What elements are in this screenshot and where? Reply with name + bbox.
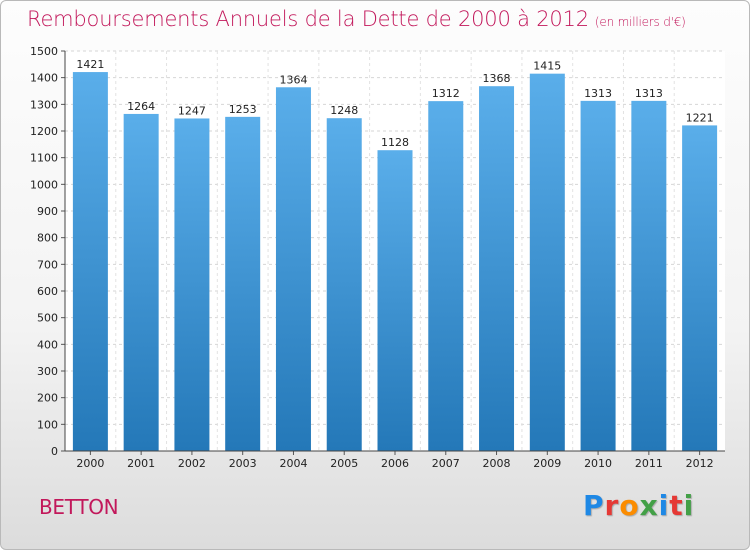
value-label-2011: 1313 (635, 87, 663, 100)
y-tick-label: 1100 (30, 152, 58, 165)
x-tick-label-2000: 2000 (76, 457, 104, 470)
x-tick-label-2002: 2002 (178, 457, 206, 470)
value-label-2007: 1312 (432, 87, 460, 100)
value-label-2003: 1253 (229, 103, 257, 116)
y-tick-label: 900 (37, 205, 58, 218)
x-tick-label-2001: 2001 (127, 457, 155, 470)
value-label-2009: 1415 (533, 60, 561, 73)
unit-label: (en milliers d'€) (594, 15, 686, 29)
bar-2012[interactable] (682, 125, 718, 452)
value-label-2002: 1247 (178, 104, 206, 117)
value-label-2006: 1128 (381, 136, 409, 149)
y-tick-label: 1500 (30, 45, 58, 58)
logo-letter: r (604, 489, 620, 522)
logo-letter: t (669, 489, 684, 522)
value-label-2012: 1221 (686, 111, 714, 124)
value-label-2001: 1264 (127, 100, 155, 113)
bar-2010[interactable] (580, 100, 616, 451)
bar-2009[interactable] (529, 73, 565, 452)
x-tick-label-2007: 2007 (432, 457, 460, 470)
y-tick-label: 500 (37, 312, 58, 325)
x-tick-label-2008: 2008 (483, 457, 511, 470)
commune-name: BETTON (39, 495, 119, 519)
chart-title: Remboursements Annuels de la Dette de 20… (27, 7, 686, 31)
value-label-2010: 1313 (584, 87, 612, 100)
bar-2004[interactable] (275, 87, 311, 452)
y-tick-label: 200 (37, 392, 58, 405)
x-tick-label-2003: 2003 (229, 457, 257, 470)
logo-letter: i (683, 489, 695, 522)
logo-letter: P (583, 489, 605, 522)
axes (61, 50, 725, 455)
bars (72, 72, 718, 452)
bar-2006[interactable] (377, 150, 413, 451)
y-tick-label: 1300 (30, 98, 58, 111)
bar-2000[interactable] (72, 72, 108, 452)
x-tick-label-2009: 2009 (533, 457, 561, 470)
x-tick-label-2005: 2005 (330, 457, 358, 470)
x-tick-label-2012: 2012 (686, 457, 714, 470)
bar-2011[interactable] (631, 100, 667, 451)
bar-2007[interactable] (428, 101, 464, 451)
logo-letter: i (658, 489, 670, 522)
y-tick-label: 400 (37, 338, 58, 351)
x-tick-label-2004: 2004 (279, 457, 307, 470)
y-tick-label: 600 (37, 285, 58, 298)
bar-2005[interactable] (326, 118, 362, 451)
logo-letter: x (639, 489, 659, 522)
bar-2002[interactable] (174, 118, 210, 451)
value-label-2000: 1421 (76, 58, 104, 71)
y-tick-label: 1200 (30, 125, 58, 138)
y-tick-label: 800 (37, 232, 58, 245)
x-tick-label-2006: 2006 (381, 457, 409, 470)
title-text: Remboursements Annuels de la Dette de 20… (27, 7, 589, 31)
bar-2008[interactable] (479, 86, 515, 451)
y-tick-label: 1400 (30, 72, 58, 85)
value-label-2004: 1364 (279, 73, 307, 86)
y-tick-label: 700 (37, 258, 58, 271)
y-tick-label: 300 (37, 365, 58, 378)
value-label-2005: 1248 (330, 104, 358, 117)
labels: 0 100 200 300 400 500 600 700 800 900 1000 1100 1200… (30, 45, 714, 470)
x-tick-label-2011: 2011 (635, 457, 663, 470)
x-tick-label-2010: 2010 (584, 457, 612, 470)
bar-2001[interactable] (123, 113, 159, 451)
y-tick-label: 0 (51, 445, 58, 458)
logo-letter: o (619, 489, 640, 522)
y-tick-label: 100 (37, 418, 58, 431)
proxiti-logo[interactable]: Proxiti (583, 489, 694, 522)
value-label-2008: 1368 (483, 72, 511, 85)
bar-2003[interactable] (225, 116, 261, 451)
y-tick-label: 1000 (30, 178, 58, 191)
